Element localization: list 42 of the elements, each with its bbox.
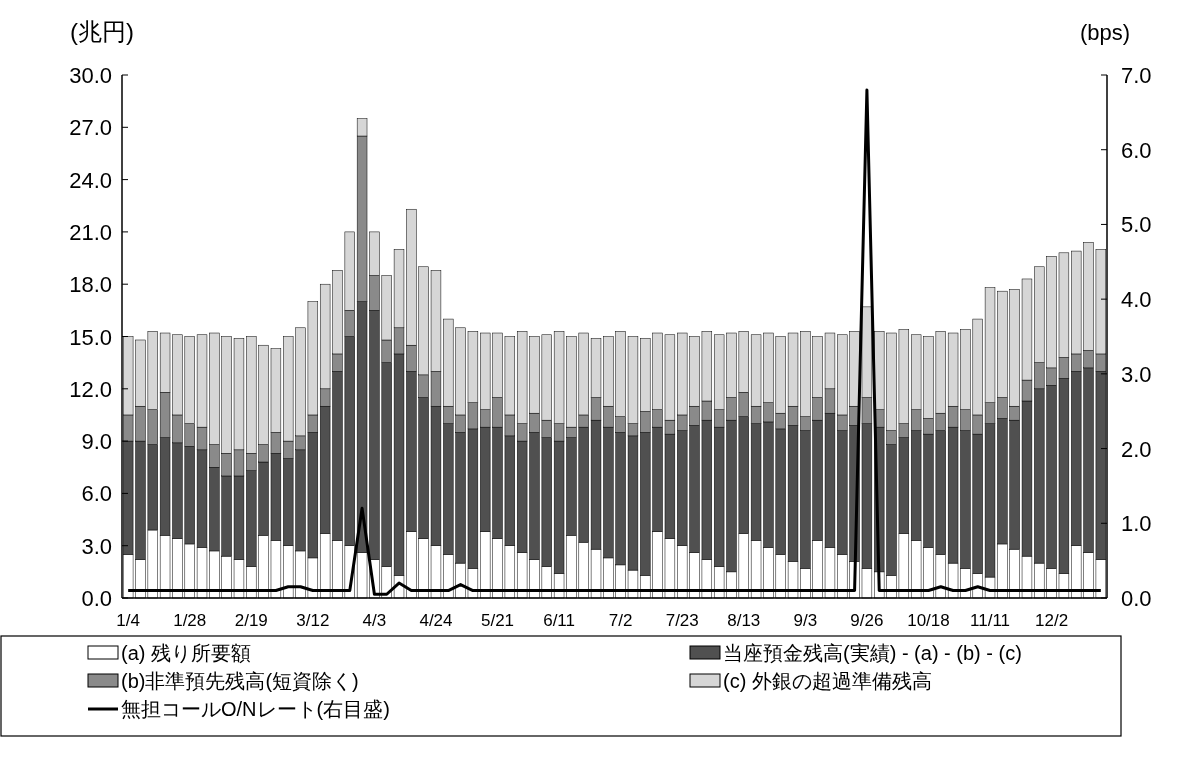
x-tick-label: 5/21 [480,611,515,630]
x-tick-label: 12/2 [1035,611,1069,630]
x-tick-label: 7/23 [665,611,699,630]
y2-tick-label: 6.0 [1121,137,1152,163]
x-tick-label: 9/3 [793,611,818,630]
legend-label: 無担コールO/Nレート(右目盛) [121,698,390,720]
y-tick-label: 18.0 [69,272,112,298]
x-tick-label: 6/11 [543,611,576,630]
y-tick-label: 27.0 [69,115,112,141]
x-tick-label: 4/3 [362,611,387,630]
y2-tick-label: 5.0 [1121,212,1152,238]
y-tick-label: 3.0 [81,533,112,559]
y-tick-label: 9.0 [81,429,112,455]
x-tick-label: 9/26 [850,611,884,630]
x-tick-label: 8/13 [727,611,761,630]
y-tick-label: 30.0 [69,63,112,88]
x-tick-label: 10/18 [907,611,950,630]
legend-label: (a) 残り所要額 [121,642,251,664]
y-tick-label: 6.0 [81,481,112,507]
y2-tick-label: 4.0 [1121,287,1152,313]
x-tick-label: 1/4 [116,611,140,630]
y-tick-label: 21.0 [69,219,112,245]
y2-axis-title: (bps) [1079,20,1130,45]
y2-tick-label: 7.0 [1121,63,1152,88]
x-tick-label: 4/24 [419,611,453,630]
legend-label: (c) 外銀の超過準備残高 [723,670,932,692]
legend-label: 当座預金残高(実績) - (a) - (b) - (c) [723,642,1022,664]
y2-tick-label: 2.0 [1121,436,1152,462]
x-tick-label: 1/28 [173,611,207,630]
y2-tick-label: 3.0 [1121,361,1152,387]
x-tick-label: 11/11 [970,611,1011,630]
y-tick-label: 15.0 [69,324,112,350]
y-tick-label: 12.0 [69,376,112,402]
y-tick-label: 0.0 [81,586,112,611]
x-tick-label: 2/19 [234,611,268,630]
x-tick-label: 7/2 [608,611,633,630]
y-axis-title: (兆円) [70,18,134,45]
y-tick-label: 24.0 [69,167,112,193]
legend-label: (b)非準預先残高(短資除く) [121,670,359,692]
y2-tick-label: 1.0 [1121,511,1152,537]
x-tick-label: 3/12 [296,611,330,630]
y2-tick-label: 0.0 [1121,586,1152,611]
